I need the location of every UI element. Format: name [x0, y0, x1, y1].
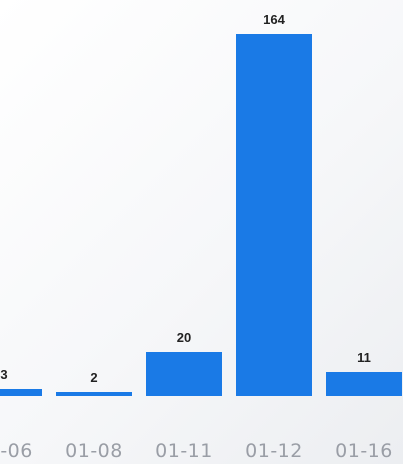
bar-01-08 [56, 392, 132, 396]
data-label-01-12: 164 [263, 12, 285, 27]
bar-01-12 [236, 34, 312, 396]
x-tick-label-01-11: 01-11 [155, 440, 213, 462]
bar-01-11 [146, 352, 222, 396]
data-label-01-08: 2 [90, 370, 97, 385]
bar-01-16 [326, 372, 402, 396]
data-label-01-11: 20 [177, 330, 191, 345]
x-tick-label-01-16: 01-16 [335, 440, 393, 462]
bar-01-06 [0, 389, 42, 396]
data-label-01-06: 3 [0, 367, 7, 382]
data-label-01-16: 11 [357, 350, 371, 365]
x-tick-label-01-12: 01-12 [245, 440, 303, 462]
x-tick-label-01-06: 01-06 [0, 440, 33, 462]
x-tick-label-01-08: 01-08 [65, 440, 123, 462]
